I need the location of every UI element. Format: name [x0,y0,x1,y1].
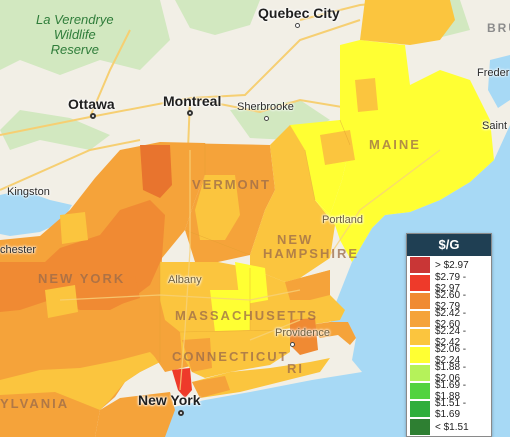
kingston-label: Kingston [7,186,50,198]
region-nj [95,392,175,437]
new-hampshire-label-2: HAMPSHIRE [263,246,360,261]
legend-swatch [410,383,430,399]
legend-swatch [410,293,430,309]
pennsylvania-label: YLVANIA [0,396,70,411]
legend-label: $2.60 - $2.79 [435,290,467,312]
saint-john-label: Saint [482,120,508,132]
brunswick-label: BRU [487,21,510,35]
region-maine-county [320,130,355,165]
legend-label: $2.79 - $2.97 [435,272,467,294]
albany-label: Albany [168,274,202,286]
legend-title: $/G [407,234,491,256]
region-ny-county-light [45,285,78,318]
ottawa-dot [90,113,96,119]
quebec-city-label: Quebec City [258,5,340,21]
legend-label: $2.24 - $2.42 [435,326,467,348]
sherbrooke-dot [264,116,269,121]
legend-swatch [410,257,430,273]
ottawa-label: Ottawa [68,96,115,112]
new-hampshire-label-1: NEW [277,232,314,247]
region-ma-yellow2 [210,290,250,332]
legend-item: $2.06 - $2.24 [407,344,491,366]
legend-swatch [410,365,430,381]
maine-label: MAINE [369,137,421,152]
sherbrooke-label: Sherbrooke [237,101,294,113]
bay-of-fundy [488,55,510,108]
new-york-city-dot [178,410,184,416]
legend-item: $2.79 - $2.97 [407,272,491,294]
legend-swatch [410,311,430,327]
legend-item: $1.88 - $2.06 [407,362,491,384]
legend-item: > $2.97 [407,256,491,274]
legend-label: > $2.97 [435,259,469,271]
montreal-dot [187,110,193,116]
new-york-label: NEW YORK [38,271,126,286]
region-vermont-light [195,175,240,240]
legend-label: $2.06 - $2.24 [435,344,467,366]
montreal-label: Montreal [163,93,222,109]
region-ct-orange [182,338,212,372]
legend-label: < $1.51 [435,421,469,433]
wildlife-reserve-label: La Verendrye Wildlife Reserve [36,12,114,57]
legend-swatch [410,329,430,345]
rhode-island-label: RI [287,361,304,376]
us-roads [59,149,441,391]
vermont-label: VERMONT [192,177,271,192]
price-legend: $/G > $2.97 $2.79 - $2.97 $2.60 - $2.79 … [406,233,492,437]
legend-swatch [410,419,430,435]
new-york-city-label: New York [138,392,201,408]
region-maine-north [360,0,455,45]
portland-label: Portland [322,214,363,226]
region-rhode-island [290,318,318,355]
region-maine-county2 [355,78,378,112]
legend-item: $2.42 - $2.60 [407,308,491,330]
legend-item: $1.51 - $1.69 [407,398,491,420]
legend-swatch [410,347,430,363]
quebec-city-dot [295,23,300,28]
legend-label: $1.69 - $1.88 [435,380,467,402]
region-ma-orange [285,270,330,300]
legend-item: < $1.51 [407,418,491,436]
region-ny-county-light2 [60,212,88,244]
legend-item: $1.69 - $1.88 [407,380,491,402]
providence-label: Providence [275,327,331,339]
legend-item: $2.24 - $2.42 [407,326,491,348]
region-nyc [172,368,192,398]
rochester-label: chester [0,244,37,256]
fredericton-label: Freder [477,67,510,79]
legend-swatch [410,275,430,291]
legend-label: $1.88 - $2.06 [435,362,467,384]
county-borders [159,119,351,362]
legend-rows: > $2.97 $2.79 - $2.97 $2.60 - $2.79 $2.4… [407,256,491,436]
massachusetts-label: MASSACHUSETTS [175,308,319,323]
region-cape-cod [310,322,356,345]
connecticut-label: CONNECTICUT [172,349,289,364]
roads [0,0,421,191]
region-new-hampshire [250,125,335,282]
legend-swatch [410,401,430,417]
region-long-island-orange [192,376,230,398]
region-pa [0,392,100,437]
providence-dot [290,342,295,347]
region-ny-county-dark2 [112,276,140,305]
legend-item: $2.60 - $2.79 [407,290,491,312]
legend-label: $2.42 - $2.60 [435,308,467,330]
region-ny-dark-county [140,145,172,198]
legend-label: $1.51 - $1.69 [435,398,467,420]
